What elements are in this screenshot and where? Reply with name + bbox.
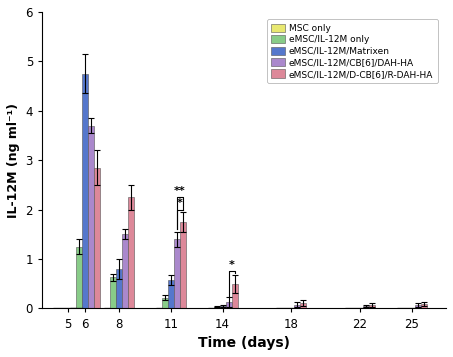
Bar — [94, 168, 100, 308]
Bar — [88, 126, 94, 308]
Bar — [231, 284, 237, 308]
Bar — [174, 239, 180, 308]
Bar — [300, 302, 306, 308]
Bar — [363, 306, 369, 308]
Text: **: ** — [174, 186, 186, 196]
Bar — [213, 307, 220, 308]
Bar — [168, 280, 174, 308]
Legend: MSC only, eMSC/IL-12M only, eMSC/IL-12M/Matrixen, eMSC/IL-12M/CB[6]/DAH-HA, eMSC: MSC only, eMSC/IL-12M only, eMSC/IL-12M/… — [267, 19, 438, 83]
Bar — [180, 222, 186, 308]
Text: *: * — [229, 260, 235, 270]
Bar — [294, 305, 300, 308]
Bar — [162, 298, 168, 308]
Text: *: * — [177, 198, 183, 208]
Bar — [76, 247, 82, 308]
Bar — [122, 234, 128, 308]
Bar — [369, 305, 375, 308]
Bar — [226, 302, 231, 308]
Bar — [220, 306, 226, 308]
Y-axis label: IL-12M (ng ml⁻¹): IL-12M (ng ml⁻¹) — [7, 103, 20, 218]
Bar — [128, 197, 135, 308]
X-axis label: Time (days): Time (days) — [198, 336, 290, 350]
Bar — [421, 304, 427, 308]
Bar — [111, 277, 116, 308]
Bar — [116, 269, 122, 308]
Bar — [414, 305, 421, 308]
Bar — [82, 74, 88, 308]
